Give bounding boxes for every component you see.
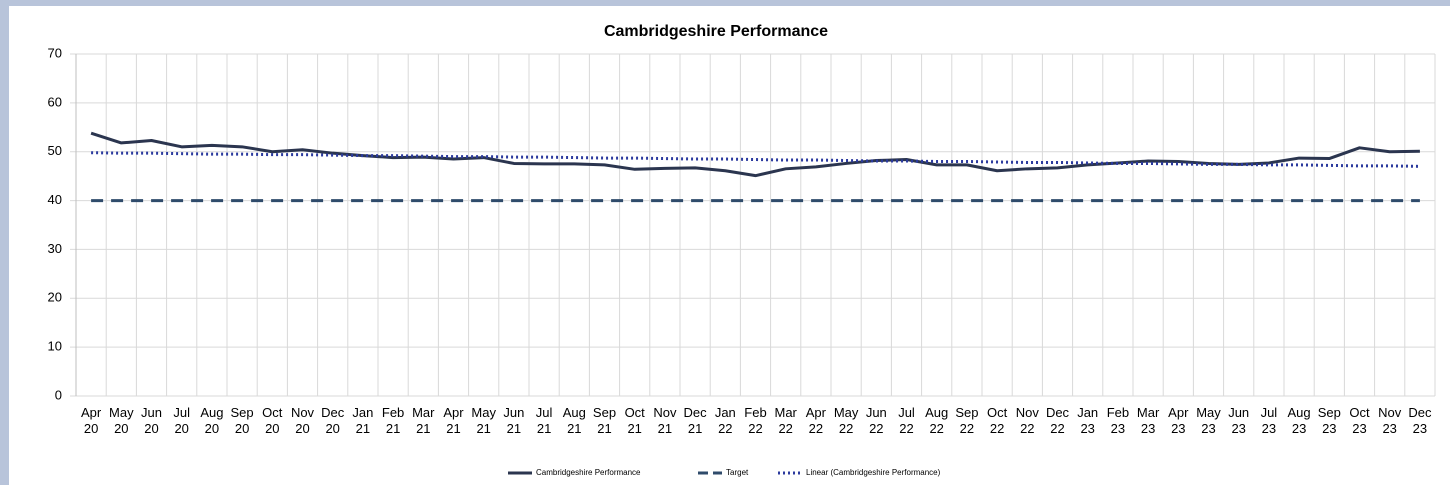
chart-title: Cambridgeshire Performance: [604, 23, 828, 40]
x-tick-label: Oct 20: [262, 405, 283, 436]
x-tick-label: Jun 22: [865, 405, 887, 436]
x-tick-label: Jun 23: [1228, 405, 1250, 436]
x-tick-label: Sep 20: [230, 405, 254, 436]
x-tick-label: Mar 23: [1136, 405, 1160, 436]
legend-label: Cambridgeshire Performance: [536, 468, 641, 477]
chart-area: [9, 6, 1450, 485]
x-tick-label: Feb 22: [744, 405, 767, 436]
x-tick-label: Apr 21: [443, 405, 464, 436]
x-tick-label: Nov 22: [1015, 405, 1039, 436]
x-tick-label: Dec 21: [683, 405, 707, 436]
x-tick-label: Apr 23: [1168, 405, 1189, 436]
x-tick-label: Nov 20: [290, 405, 315, 436]
x-tick-label: Aug 23: [1287, 405, 1311, 436]
x-tick-label: May 22: [833, 405, 859, 436]
x-tick-label: Aug 21: [562, 405, 586, 436]
y-tick-label: 20: [48, 290, 62, 305]
x-tick-label: Aug 22: [925, 405, 949, 436]
y-tick-label: 30: [48, 241, 62, 256]
x-tick-label: Apr 22: [805, 405, 826, 436]
y-tick-label: 10: [48, 339, 62, 354]
x-tick-label: Jan 22: [714, 405, 736, 436]
legend-label: Target: [726, 468, 749, 477]
x-tick-label: Jan 23: [1077, 405, 1099, 436]
x-tick-label: Feb 23: [1106, 405, 1130, 436]
x-tick-label: Apr 20: [80, 405, 102, 436]
x-tick-label: Sep 22: [955, 405, 979, 436]
x-tick-label: May 23: [1196, 405, 1221, 436]
x-tick-label: Jul 21: [535, 405, 553, 436]
x-tick-label: Dec 22: [1045, 405, 1070, 436]
series-line: [91, 151, 1420, 168]
y-tick-label: 70: [48, 45, 62, 60]
x-tick-label: Aug 20: [200, 405, 224, 436]
x-tick-label: Dec 20: [321, 405, 345, 436]
x-tick-label: May 20: [109, 405, 134, 436]
y-tick-label: 40: [48, 192, 62, 207]
series-line: [90, 131, 1420, 178]
x-tick-label: Sep 23: [1317, 405, 1341, 436]
x-tick-label: Nov 23: [1378, 405, 1402, 436]
x-tick-label: Jan 21: [352, 405, 374, 436]
x-tick-label: Feb 21: [381, 405, 405, 436]
x-tick-label: Jun 21: [503, 405, 525, 436]
x-tick-label: Mar 22: [774, 405, 797, 436]
legend-label: Linear (Cambridgeshire Performance): [806, 468, 941, 477]
x-tick-label: Jul 22: [898, 405, 915, 436]
x-tick-label: Oct 21: [624, 405, 645, 436]
x-tick-label: Jun 20: [141, 405, 162, 436]
y-tick-label: 50: [48, 143, 62, 158]
x-tick-label: Nov 21: [653, 405, 677, 436]
x-tick-label: Jul 20: [173, 405, 190, 436]
x-tick-label: Jul 23: [1260, 405, 1278, 436]
x-tick-label: May 21: [471, 405, 496, 436]
y-tick-label: 60: [48, 94, 62, 109]
x-tick-label: Oct 23: [1349, 405, 1370, 436]
x-tick-label: Oct 22: [986, 405, 1008, 436]
x-tick-label: Sep 21: [592, 405, 617, 436]
x-tick-label: Dec 23: [1408, 405, 1432, 436]
y-tick-label: 0: [55, 387, 62, 402]
x-tick-label: Mar 21: [412, 405, 435, 436]
